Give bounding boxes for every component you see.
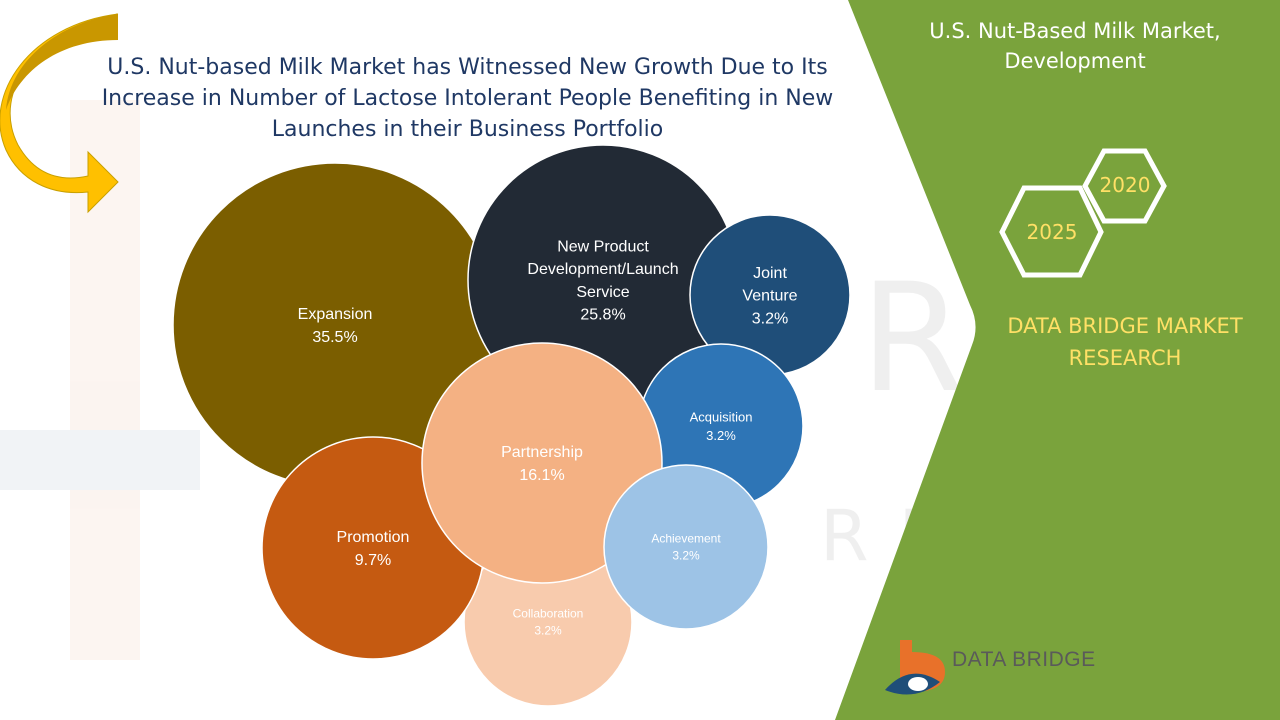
year-2020-label: 2020: [1099, 173, 1151, 197]
bubble-value-joint-venture: 3.2%: [752, 310, 788, 327]
bubble-value-achievement: 3.2%: [672, 549, 700, 563]
bubble-value-acquisition: 3.2%: [706, 428, 736, 443]
bubble-label-expansion: Expansion 35.5%: [298, 306, 373, 346]
bubble-value-promotion: 9.7%: [355, 552, 391, 569]
hexagon-2020: [1082, 148, 1167, 224]
bubble-mark-partnership: [421, 342, 663, 584]
bubble-label-collaboration: Collaboration 3.2%: [513, 607, 584, 638]
panel-title: U.S. Nut-Based Milk Market, Development: [929, 19, 1221, 73]
headline: U.S. Nut-based Milk Market has Witnessed…: [101, 55, 834, 142]
curved-arrow-icon: [0, 13, 119, 214]
data-bridge-logo-icon: [885, 640, 945, 695]
year-2025-label: 2025: [1026, 220, 1078, 244]
bubble-label-partnership: Partnership 16.1%: [501, 444, 583, 484]
bubble-label-promotion: Promotion 9.7%: [337, 529, 410, 569]
bubble-label-achievement: Achievement 3.2%: [651, 532, 721, 563]
bubble-partnership: Partnership 16.1%: [421, 342, 663, 584]
bubble-mark-achievement: [603, 464, 769, 630]
green-panel: [835, 0, 1280, 720]
logo-text: DATA BRIDGE: [952, 648, 1096, 671]
bubble-value-collaboration: 3.2%: [534, 624, 562, 638]
bubble-expansion: Expansion 35.5%: [172, 162, 498, 488]
bubble-label-acquisition: Acquisition 3.2%: [690, 409, 753, 442]
bubble-value-expansion: 35.5%: [312, 329, 357, 346]
hexagon-2025: [999, 185, 1104, 278]
bubble-label-new-product-development-launch-service: New Product Development/Launch Service 25.8…: [527, 239, 678, 324]
bubble-value-new-product-development-launch-service: 25.8%: [580, 307, 625, 324]
bubble-achievement: Achievement 3.2%: [603, 464, 769, 630]
bubble-collaboration: Collaboration 3.2%: [463, 537, 633, 707]
bubble-label-joint-venture: Joint Venture 3.2%: [742, 265, 797, 327]
bubble-value-partnership: 16.1%: [519, 467, 564, 484]
brand-name: DATA BRIDGE MARKET RESEARCH: [1007, 314, 1243, 370]
bubble-joint-venture: Joint Venture 3.2%: [689, 214, 851, 376]
